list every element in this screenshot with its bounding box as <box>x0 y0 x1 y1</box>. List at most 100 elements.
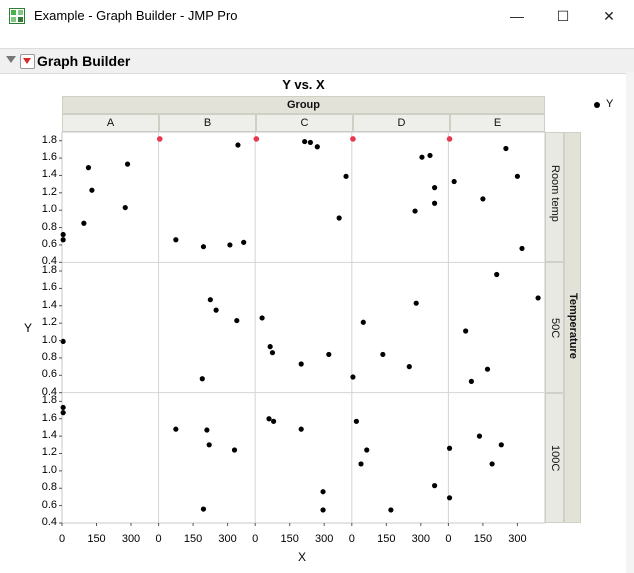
data-point <box>468 378 474 384</box>
window-title-bar[interactable]: Example - Graph Builder - JMP Pro — ☐ ✕ <box>0 0 634 33</box>
data-point <box>514 173 521 179</box>
close-icon: ✕ <box>603 7 615 24</box>
data-point <box>241 239 247 245</box>
data-point <box>173 426 179 432</box>
data-point <box>200 506 207 512</box>
maximize-button[interactable]: ☐ <box>540 0 586 32</box>
x-tick-label: 0 <box>348 533 355 545</box>
x-tick-label: 0 <box>252 533 259 545</box>
y-tick-label: 0.6 <box>41 237 57 250</box>
data-point <box>60 338 66 345</box>
data-point <box>60 410 66 416</box>
red-triangle-icon <box>23 58 31 64</box>
data-point <box>259 315 265 321</box>
data-point <box>199 376 205 382</box>
data-point <box>85 165 92 171</box>
data-point <box>388 507 394 513</box>
x-tick-label: 0 <box>445 533 452 545</box>
x-tick-label: 300 <box>411 533 430 545</box>
data-point <box>200 244 207 250</box>
y-tick-label: 0.6 <box>41 498 57 511</box>
data-point <box>314 144 320 150</box>
row-header-room-temp: Room temp <box>545 132 564 262</box>
data-point <box>60 404 66 411</box>
legend-marker <box>594 102 600 108</box>
data-point <box>432 483 438 489</box>
data-point <box>269 350 276 356</box>
data-point <box>476 433 483 439</box>
data-point <box>480 196 486 202</box>
excluded-data-point <box>156 136 163 142</box>
window-edge <box>626 72 634 573</box>
red-triangle-menu-button[interactable] <box>20 54 35 69</box>
data-point <box>463 328 469 334</box>
data-point <box>173 237 179 243</box>
y-axis-title[interactable]: Y <box>24 321 33 335</box>
data-point <box>60 231 66 238</box>
y-tick-label: 1.6 <box>41 151 57 164</box>
x-tick-label: 150 <box>183 533 203 545</box>
data-point <box>446 495 453 501</box>
data-point <box>446 445 453 451</box>
data-point <box>451 178 457 185</box>
data-point <box>343 173 349 179</box>
data-point <box>412 208 418 214</box>
y-tick-label: 1.0 <box>41 463 57 476</box>
y-tick-label: 1.2 <box>41 185 57 198</box>
data-point <box>122 204 128 211</box>
row-label-50c: 50C <box>549 318 561 339</box>
data-point <box>419 154 425 160</box>
data-point <box>503 145 509 152</box>
data-point <box>360 319 366 325</box>
y-group-header[interactable]: Temperature <box>564 132 581 523</box>
y-tick-label: 0.4 <box>41 516 57 528</box>
minimize-icon: — <box>510 8 524 24</box>
x-tick-label: 150 <box>377 533 396 545</box>
y-tick-label: 1.4 <box>41 429 57 442</box>
y-tick-label: 1.0 <box>41 333 57 346</box>
x-tick-label: 150 <box>473 533 493 545</box>
x-group-header[interactable]: Group <box>62 96 545 114</box>
data-point <box>432 185 438 191</box>
data-point <box>298 361 304 367</box>
data-point <box>204 427 210 433</box>
data-point <box>89 187 95 193</box>
data-point <box>124 161 131 167</box>
data-point <box>432 200 438 206</box>
plot-background <box>61 131 546 524</box>
y-tick-label: 0.6 <box>41 368 57 381</box>
y-tick-label: 1.0 <box>41 203 57 216</box>
close-button[interactable]: ✕ <box>586 0 632 32</box>
y-tick-label: 0.8 <box>41 220 57 233</box>
minimize-button[interactable]: — <box>494 0 540 32</box>
data-point <box>494 271 500 278</box>
chart-title: Y vs. X <box>282 77 325 92</box>
x-tick-label: 150 <box>280 533 299 545</box>
graph-builder-header: Graph Builder <box>0 48 634 74</box>
data-point <box>320 489 326 495</box>
excluded-data-point <box>253 136 260 142</box>
disclosure-icon[interactable] <box>6 56 16 63</box>
y-tick-label: 1.2 <box>41 446 57 459</box>
x-axis-title[interactable]: X <box>298 550 307 564</box>
x-tick-label: 300 <box>121 533 141 545</box>
y-tick-label: 1.8 <box>41 394 57 407</box>
data-point <box>206 442 212 448</box>
maximize-icon: ☐ <box>556 7 570 24</box>
x-tick-label: 300 <box>218 533 237 545</box>
y-tick-label: 1.4 <box>41 298 57 311</box>
data-point <box>298 426 304 432</box>
data-point <box>413 300 419 306</box>
y-tick-label: 1.8 <box>41 133 57 146</box>
data-point <box>535 295 541 301</box>
data-point <box>207 297 213 303</box>
data-point <box>358 461 364 467</box>
data-point <box>519 245 525 252</box>
row-label-room-temp: Room temp <box>549 165 561 222</box>
window-title: Example - Graph Builder - JMP Pro <box>34 8 238 23</box>
x-tick-label: 300 <box>508 533 527 545</box>
y-tick-label: 0.4 <box>41 385 57 398</box>
data-point <box>484 366 491 372</box>
data-point <box>336 215 342 221</box>
